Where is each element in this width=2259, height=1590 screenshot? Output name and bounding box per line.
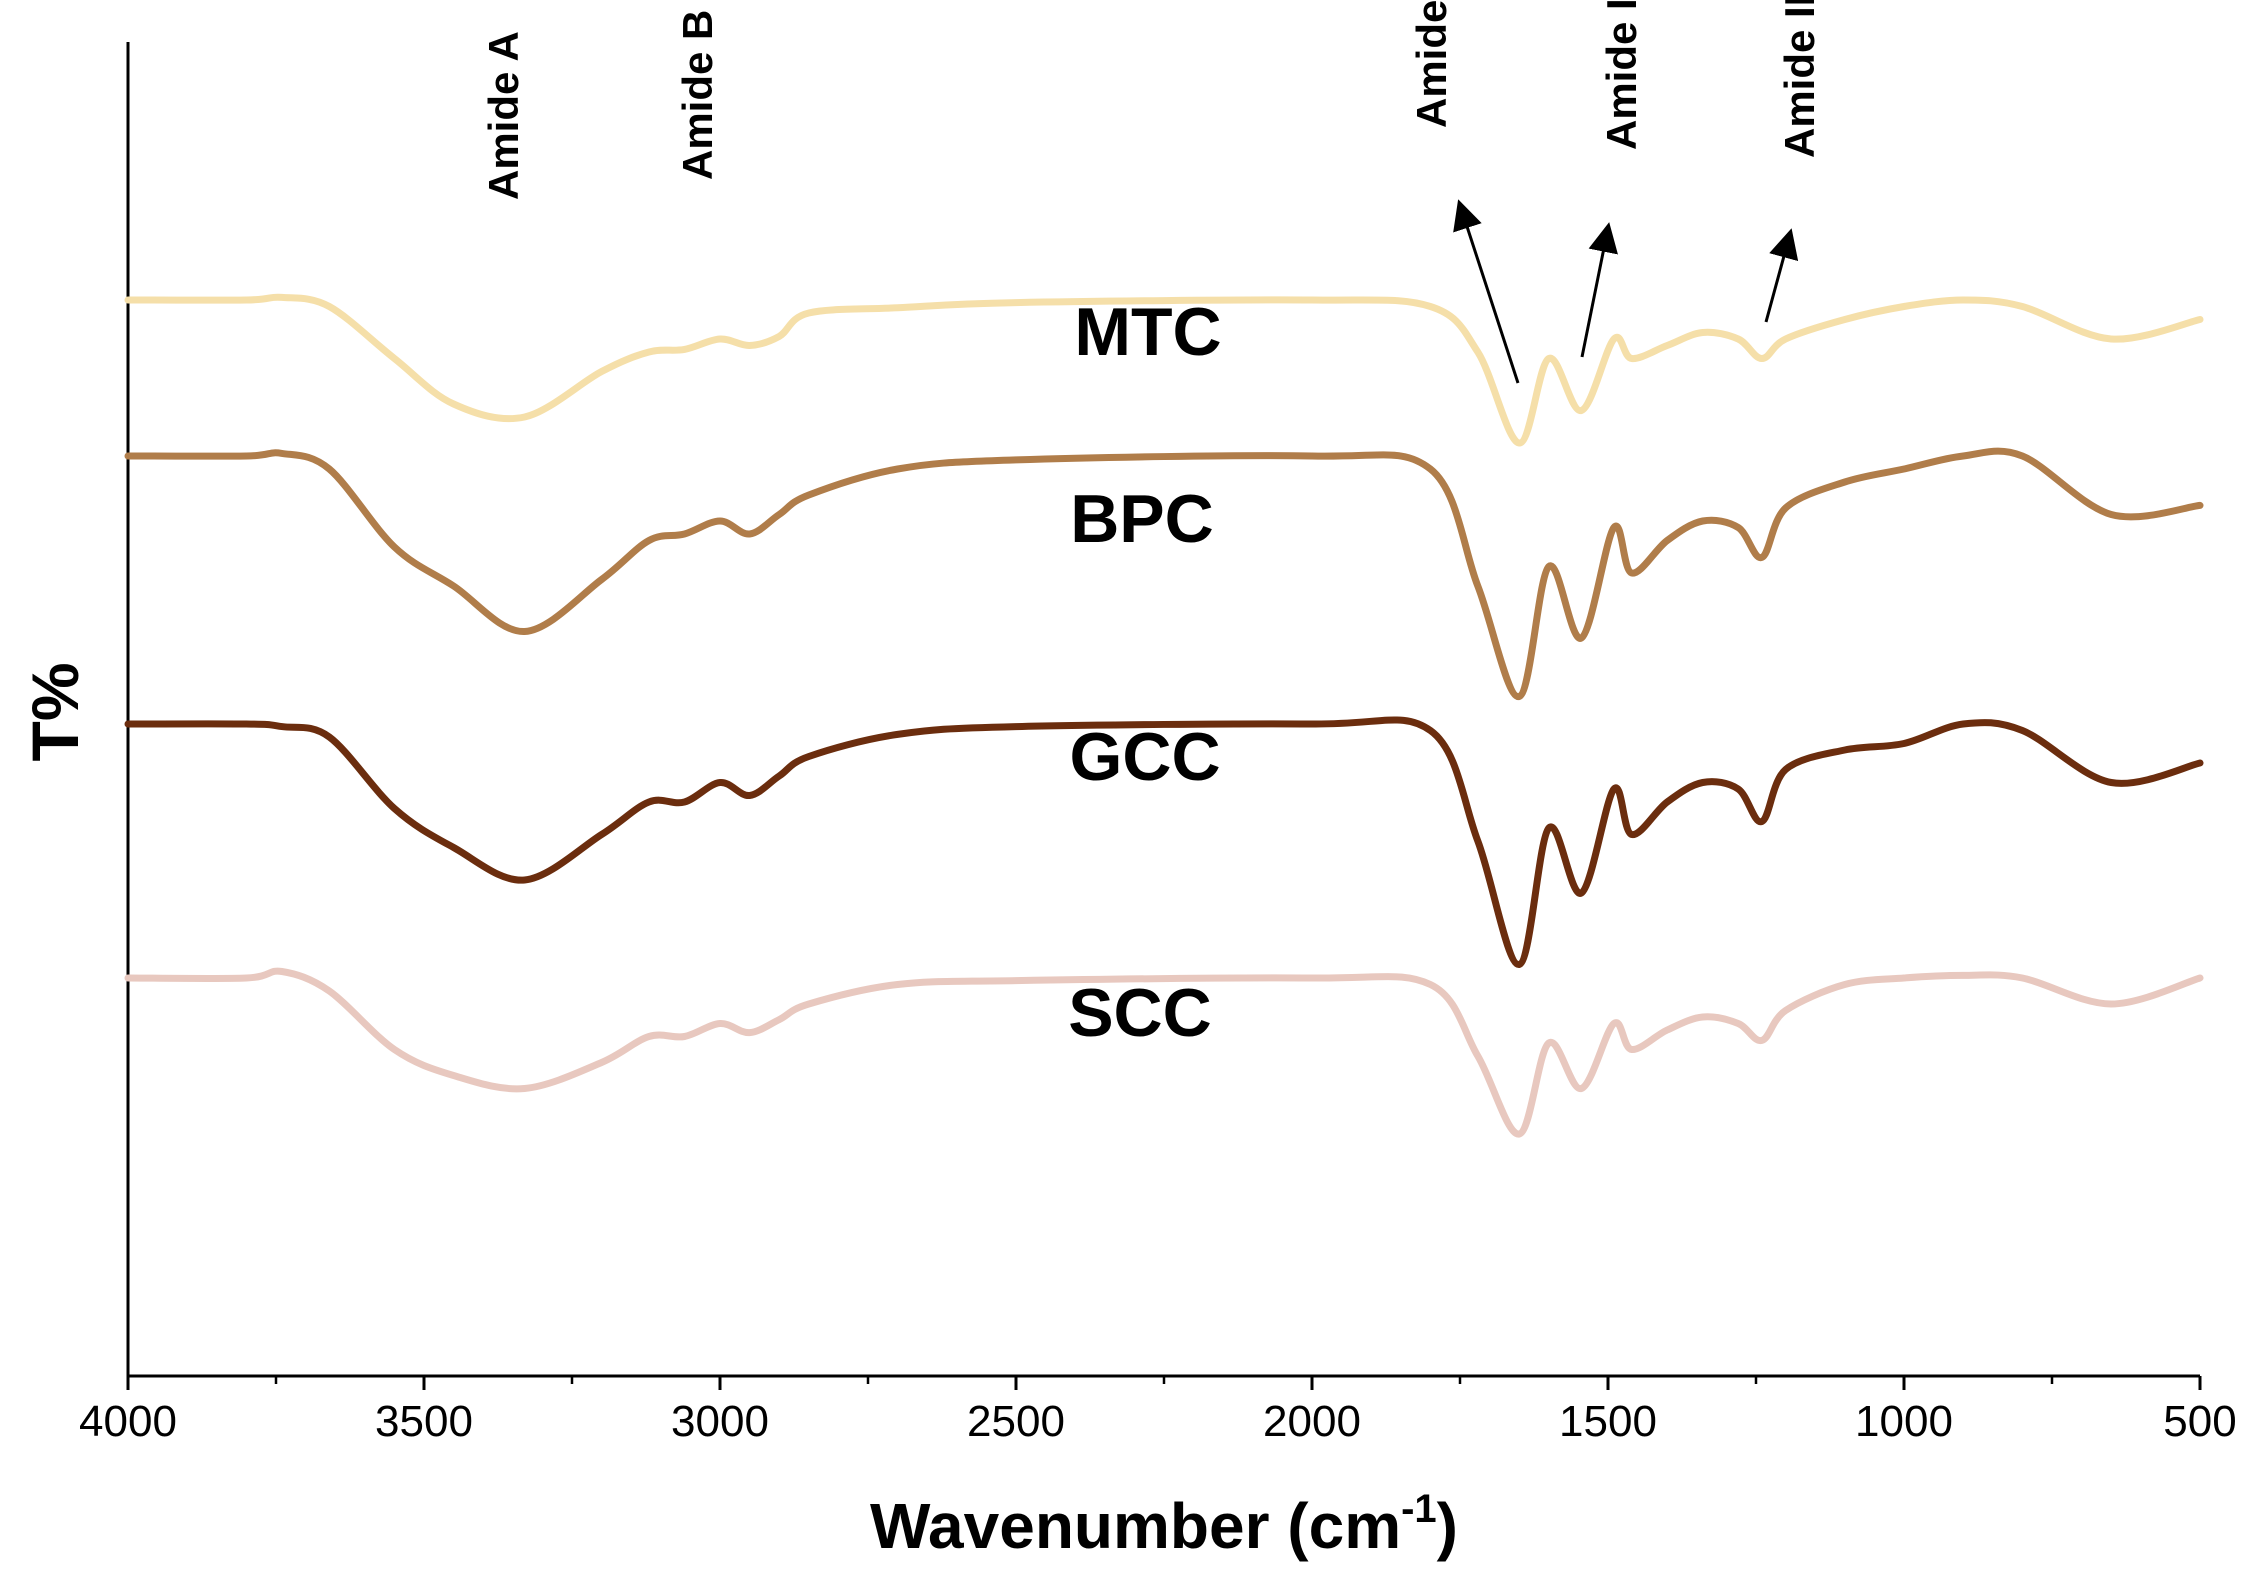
- series-labels: MTC BPC GCC SCC: [1068, 294, 1221, 1051]
- x-ticks: 4000 3500 3000 2500 2000 1500 1000 500: [79, 1376, 2237, 1446]
- series-label-bpc: BPC: [1070, 481, 1214, 557]
- x-axis-title-main: Wavenumber (cm: [870, 1490, 1401, 1562]
- x-tick-label: 1000: [1855, 1397, 1953, 1446]
- annotation-amide-i: Amide I: [1408, 0, 1455, 128]
- annotation-arrow: [1580, 222, 1618, 358]
- series-line-mtc: [124, 293, 2204, 447]
- x-axis-title-sup: -1: [1401, 1487, 1437, 1531]
- x-tick-label: 4000: [79, 1397, 177, 1446]
- x-axis-title-close: ): [1437, 1490, 1458, 1562]
- annotations: Amide A Amide B Amide I Amide II Amide III: [480, 0, 1823, 384]
- x-tick-label: 3500: [375, 1397, 473, 1446]
- x-tick-label: 2500: [967, 1397, 1065, 1446]
- x-tick-label: 3000: [671, 1397, 769, 1446]
- annotation-arrow: [1764, 228, 1799, 323]
- x-axis-title: Wavenumber (cm-1): [870, 1487, 1458, 1562]
- annotation-amide-b: Amide B: [674, 10, 721, 180]
- annotation-amide-ii: Amide II: [1598, 0, 1645, 150]
- x-tick-label: 2000: [1263, 1397, 1361, 1446]
- x-tick-label: 500: [2163, 1397, 2236, 1446]
- x-tick-label: 1500: [1559, 1397, 1657, 1446]
- annotation-amide-a: Amide A: [480, 31, 527, 200]
- series-layer: [124, 293, 2204, 1138]
- annotation-arrow: [1453, 199, 1520, 384]
- series-label-gcc: GCC: [1069, 719, 1220, 795]
- series-label-scc: SCC: [1068, 975, 1212, 1051]
- y-axis-title: T%: [18, 663, 92, 762]
- series-label-mtc: MTC: [1074, 294, 1221, 370]
- series-line-gcc: [124, 716, 2204, 968]
- axes: [126, 42, 2200, 1378]
- series-line-scc: [124, 967, 2204, 1138]
- series-line-bpc: [124, 447, 2204, 700]
- annotation-amide-iii: Amide III: [1776, 0, 1823, 158]
